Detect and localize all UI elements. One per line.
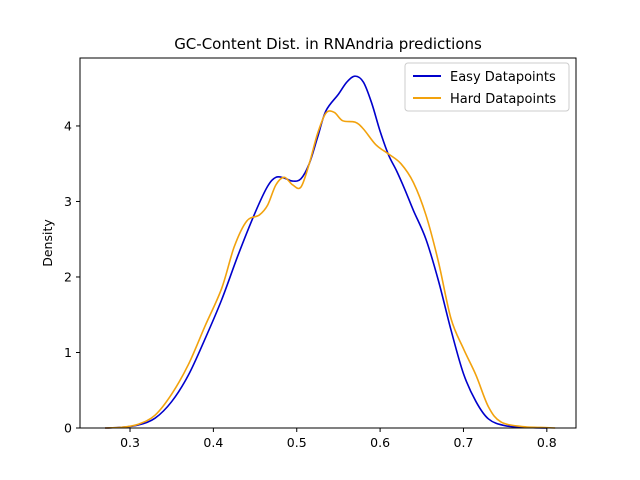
y-axis-label: Density — [40, 219, 55, 267]
plot-frame — [79, 57, 577, 429]
x-tick-label: 0.7 — [454, 435, 474, 450]
y-tick-label: 4 — [64, 118, 72, 133]
x-tick-label: 0.8 — [537, 435, 557, 450]
series-line-hard — [104, 110, 556, 429]
legend-label-easy: Easy Datapoints — [450, 70, 556, 85]
legend-box — [404, 62, 570, 112]
chart-title: GC-Content Dist. in RNAndria predictions — [174, 35, 482, 53]
x-tick-label: 0.5 — [287, 435, 307, 450]
plot-area — [80, 58, 576, 428]
series-layer — [104, 75, 556, 429]
y-tick-label: 2 — [64, 269, 72, 284]
x-tick-label: 0.6 — [370, 435, 390, 450]
y-axis: 0 1 2 3 4 — [64, 118, 80, 436]
y-tick-label: 1 — [64, 345, 72, 360]
legend: Easy Datapoints Hard Datapoints — [404, 62, 570, 112]
y-tick-label: 3 — [64, 194, 72, 209]
x-axis: 0.3 0.4 0.5 0.6 0.7 0.8 — [120, 428, 557, 450]
legend-label-hard: Hard Datapoints — [450, 92, 556, 107]
x-tick-label: 0.4 — [203, 435, 223, 450]
y-tick-label: 0 — [64, 421, 72, 436]
x-tick-label: 0.3 — [120, 435, 140, 450]
series-line-easy — [104, 75, 547, 429]
